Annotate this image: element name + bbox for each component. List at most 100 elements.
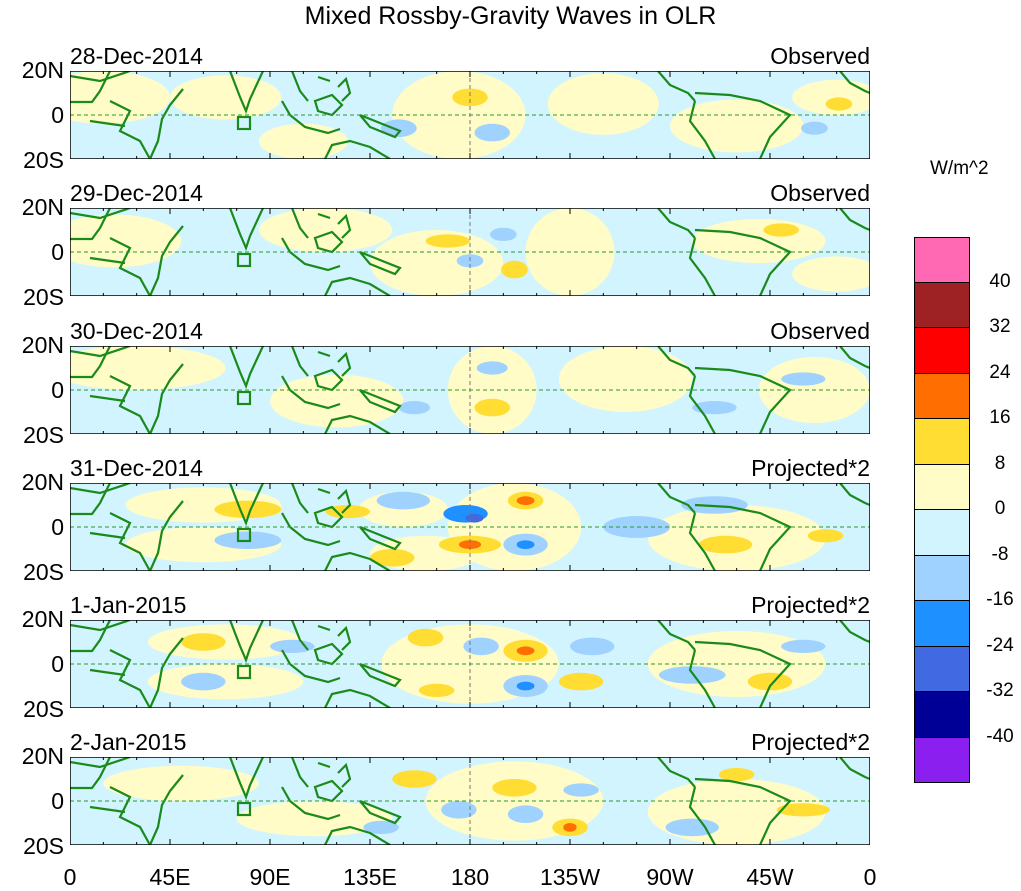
y-tick-label: 20N: [21, 469, 64, 495]
panel-type: Observed: [770, 180, 870, 206]
anomaly-contour: [570, 637, 615, 656]
colorbar-swatch: [914, 646, 970, 692]
x-tick-label: 135E: [343, 864, 397, 890]
anomaly-contour: [516, 540, 535, 549]
anomaly-contour: [376, 491, 431, 510]
anomaly-contour: [392, 770, 437, 788]
colorbar-label: -16: [986, 589, 1014, 610]
anomaly-contour: [441, 801, 477, 819]
y-tick-label: 0: [51, 788, 64, 814]
anomaly-contour: [801, 121, 828, 135]
map-plot: [70, 346, 870, 434]
anomaly-contour: [825, 97, 853, 111]
panel-date: 29-Dec-2014: [70, 180, 203, 206]
x-tick-label: 0: [63, 864, 77, 890]
anomaly-contour: [692, 401, 737, 415]
anomaly-contour: [452, 88, 488, 107]
anomaly-contour: [270, 374, 404, 428]
anomaly-contour: [507, 805, 544, 823]
map-panel: 29-Dec-2014 Observed 20N 0 20S: [22, 180, 870, 310]
anomaly-contour: [474, 123, 510, 142]
colorbar: [914, 237, 970, 783]
anomaly-contour: [181, 672, 226, 691]
y-tick-label: 20N: [21, 743, 64, 769]
map-panel: 31-Dec-2014 Projected*2 20N 0 20S: [22, 455, 870, 585]
anomaly-contour: [463, 637, 499, 656]
y-tick-label: 20N: [21, 194, 64, 220]
anomaly-contour: [681, 496, 748, 514]
anomaly-contour: [70, 346, 226, 390]
anomaly-contour: [516, 646, 535, 656]
anomaly-contour: [214, 500, 282, 519]
anomaly-contour: [398, 401, 431, 415]
panel-type: Projected*2: [751, 729, 870, 755]
anomaly-contour: [718, 768, 755, 782]
anomaly-contour: [516, 496, 535, 505]
y-tick-label: 0: [51, 377, 64, 403]
colorbar-swatch: [914, 692, 970, 738]
y-tick-label: 20S: [23, 559, 64, 585]
anomaly-contour: [147, 664, 304, 700]
colorbar-swatch: [914, 282, 970, 328]
map-plot: [70, 620, 870, 708]
colorbar-label: -8: [991, 543, 1009, 565]
anomaly-contour: [70, 71, 170, 124]
colorbar-label: 40: [989, 270, 1011, 292]
anomaly-contour: [792, 256, 870, 292]
anomaly-contour: [147, 624, 304, 660]
colorbar-label: 0: [994, 498, 1006, 519]
anomaly-contour: [103, 765, 259, 801]
y-tick-label: 20S: [23, 284, 64, 310]
anomaly-contour: [763, 223, 799, 237]
colorbar-swatch: [914, 555, 970, 601]
y-tick-label: 20N: [21, 606, 64, 632]
anomaly-contour: [776, 803, 830, 817]
anomaly-contour: [258, 208, 393, 252]
map-plot: [70, 757, 870, 845]
anomaly-contour: [370, 549, 415, 567]
panel-date: 31-Dec-2014: [70, 455, 203, 481]
anomaly-contour: [474, 398, 510, 417]
colorbar-swatch: [914, 419, 970, 465]
anomaly-contour: [181, 633, 226, 651]
anomaly-contour: [381, 119, 417, 137]
anomaly-contour: [692, 219, 826, 263]
anomaly-contour: [516, 681, 535, 691]
y-tick-label: 20S: [23, 147, 64, 173]
y-tick-label: 0: [51, 651, 64, 677]
map-panel: 28-Dec-2014 Observed 20N 0 20S: [22, 43, 870, 173]
map-plot: [70, 71, 870, 159]
anomaly-contour: [781, 372, 826, 386]
anomaly-contour: [425, 234, 470, 248]
anomaly-contour: [270, 639, 315, 653]
x-tick-label: 180: [450, 864, 490, 890]
panel-date: 30-Dec-2014: [70, 318, 203, 344]
chart-title: Mixed Rossby-Gravity Waves in OLR: [304, 2, 717, 30]
x-tick-label: 90W: [646, 864, 694, 890]
anomaly-contour: [363, 820, 399, 834]
panel-date: 28-Dec-2014: [70, 43, 203, 69]
anomaly-contour: [563, 783, 599, 797]
anomaly-contour: [258, 123, 348, 159]
panel-type: Observed: [770, 43, 870, 69]
colorbar-swatch: [914, 237, 970, 283]
x-tick-label: 45W: [746, 864, 794, 890]
map-panel: 1-Jan-2015 Projected*2 20N 0 20S: [22, 592, 870, 722]
y-tick-label: 0: [51, 102, 64, 128]
y-tick-label: 0: [51, 239, 64, 265]
colorbar-label: 32: [989, 316, 1011, 337]
y-tick-label: 20N: [21, 57, 64, 83]
anomaly-contour: [781, 639, 826, 653]
anomaly-contour: [558, 346, 693, 412]
anomaly-contour: [747, 672, 793, 691]
x-tick-label: 135W: [539, 864, 601, 890]
anomaly-contour: [658, 666, 726, 684]
x-tick-label: 90E: [249, 864, 291, 890]
colorbar-label: 8: [994, 452, 1006, 474]
y-tick-label: 20S: [23, 833, 64, 859]
anomaly-contour: [807, 529, 844, 543]
y-tick-label: 20S: [23, 422, 64, 448]
panel-date: 2-Jan-2015: [70, 729, 187, 755]
anomaly-contour: [407, 628, 444, 647]
y-tick-label: 20N: [21, 332, 64, 358]
